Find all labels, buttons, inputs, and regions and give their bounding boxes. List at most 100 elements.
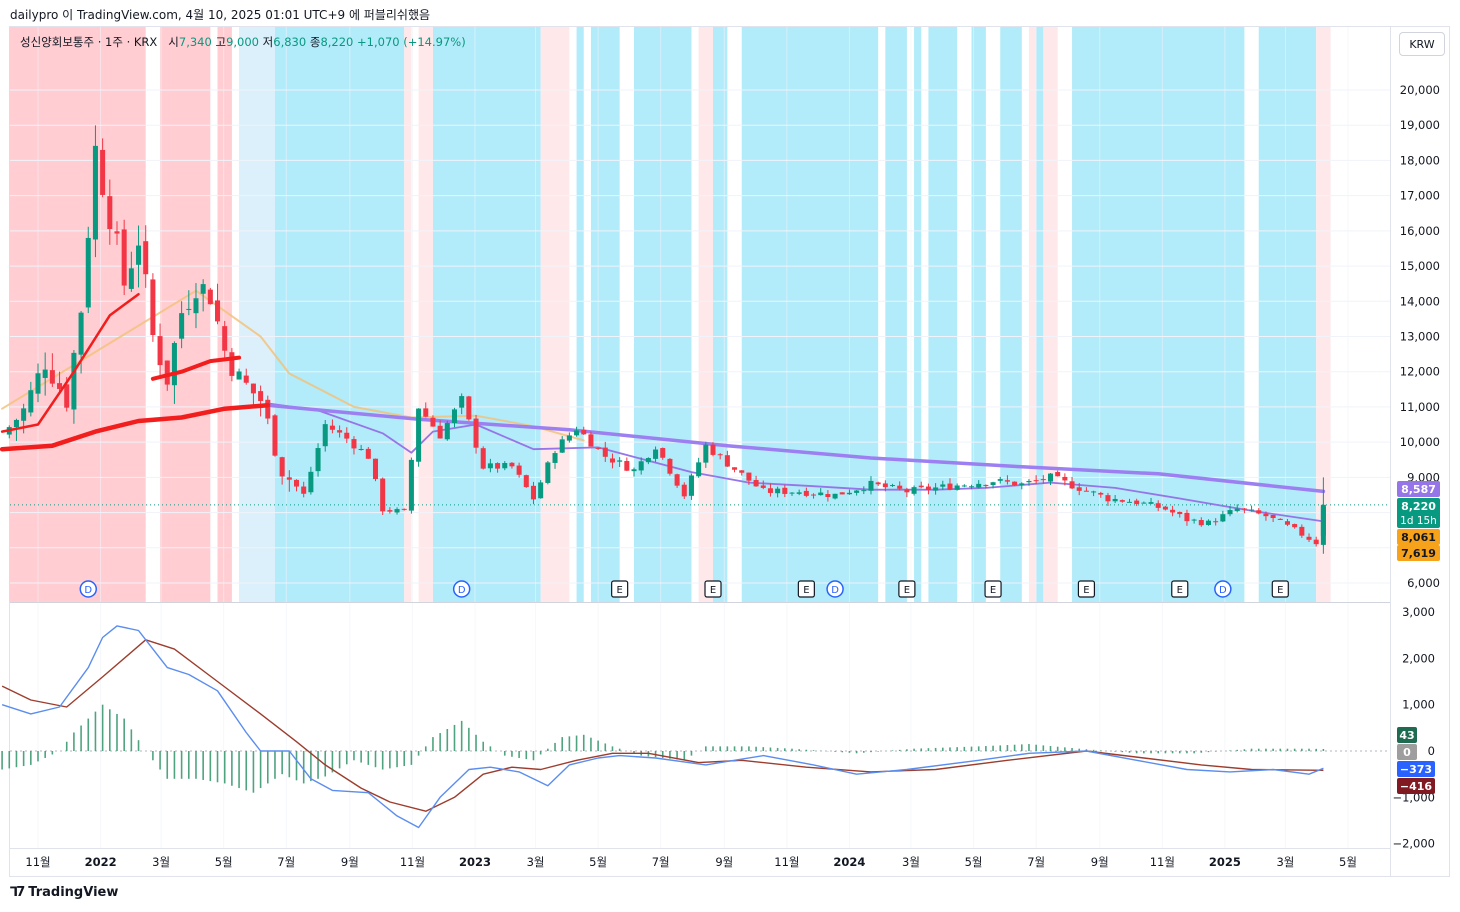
candle-body — [28, 390, 34, 413]
candle-body — [451, 409, 458, 424]
regime-band — [971, 27, 986, 602]
candle-body — [193, 298, 199, 314]
price-axis-tick: 12,000 — [1400, 365, 1440, 379]
macd-axis-tick: 2,000 — [1402, 651, 1435, 665]
candle-body — [732, 467, 738, 470]
candle-body — [660, 448, 666, 458]
candle-body — [1091, 491, 1097, 493]
candle-body — [35, 373, 41, 394]
candle-body — [645, 458, 651, 463]
time-axis-tick: 2024 — [833, 855, 865, 869]
earnings-marker-label: E — [803, 585, 809, 596]
candle-body — [1134, 500, 1140, 504]
candle-body — [969, 486, 975, 488]
candle-body — [1019, 483, 1025, 485]
candle-body — [803, 490, 809, 496]
candle-body — [1112, 498, 1118, 502]
time-axis-tick: 3월 — [1276, 855, 1294, 869]
candle-body — [1148, 502, 1154, 504]
time-axis-tick: 11월 — [25, 855, 50, 869]
candle-body — [724, 455, 730, 467]
regime-band — [1028, 27, 1037, 602]
candle-body — [875, 482, 881, 485]
candle-body — [1220, 514, 1226, 522]
candle-body — [1234, 508, 1240, 511]
candle-body — [789, 492, 795, 494]
candle-body — [1105, 495, 1111, 502]
candle-body — [1263, 513, 1269, 517]
dividend-marker — [452, 580, 471, 598]
candle-body — [236, 371, 242, 380]
regime-band — [418, 27, 433, 602]
currency-button[interactable]: KRW — [1399, 32, 1445, 56]
macd-label-text: 43 — [1399, 729, 1414, 742]
candle-body — [839, 492, 845, 495]
candle-body — [717, 454, 723, 456]
price-label-text: 8,061 — [1401, 531, 1436, 544]
price-label-text: 7,619 — [1401, 547, 1436, 560]
candle-body — [638, 461, 644, 471]
regime-band — [698, 27, 714, 602]
moving-average-line — [266, 403, 1326, 494]
candle-body — [272, 415, 278, 456]
candle-body — [408, 459, 414, 511]
candle-body — [351, 439, 357, 449]
candle-body — [882, 483, 888, 488]
candle-body — [1062, 476, 1068, 481]
price-label-box — [1397, 498, 1440, 528]
dividend-marker — [826, 580, 844, 598]
candle-body — [523, 475, 529, 488]
candle-body — [509, 462, 515, 467]
candle-body-last — [1320, 504, 1326, 536]
moving-average-line — [150, 355, 242, 381]
moving-averages-front — [0, 292, 271, 452]
candle-body — [114, 231, 120, 234]
candle-body — [329, 425, 335, 430]
candle-body — [1205, 520, 1211, 526]
candle-body — [552, 453, 558, 463]
candle-body — [1170, 509, 1176, 513]
regime-band — [1316, 27, 1331, 602]
candle-body — [495, 463, 501, 469]
candle-body — [574, 430, 580, 436]
regime-band — [1036, 27, 1044, 602]
time-axis-tick: 7월 — [1027, 855, 1045, 869]
regime-band — [540, 27, 570, 602]
macd-label-text: −373 — [1400, 763, 1432, 776]
candle-body — [940, 484, 946, 487]
macd-label-box — [1397, 744, 1417, 760]
price-axis-tick: 17,000 — [1400, 189, 1440, 203]
candle-body — [49, 370, 55, 384]
candle-body — [372, 458, 379, 480]
macd-label-box — [1397, 778, 1435, 794]
candle-body — [308, 471, 314, 493]
time-axis-tick: 5월 — [1339, 855, 1357, 869]
price-axis-tick: 11,000 — [1400, 400, 1440, 414]
candle-body — [286, 477, 292, 480]
candle-body — [674, 474, 680, 486]
candle-body — [983, 484, 989, 486]
macd-label-box — [1397, 761, 1435, 777]
earnings-marker-label: E — [710, 585, 716, 596]
regime-band — [590, 27, 620, 602]
candle-body — [136, 245, 142, 265]
time-axis-tick: 2023 — [459, 855, 491, 869]
candle-body — [394, 509, 400, 513]
candle-body — [609, 458, 615, 463]
candle-body — [1076, 487, 1082, 491]
candle-body — [516, 465, 522, 475]
regime-band — [1000, 27, 1022, 602]
change-value: +1,070 (+14.97%) — [357, 35, 466, 49]
moving-average-line — [0, 292, 140, 433]
candle-body — [200, 284, 206, 294]
candle-body — [85, 237, 91, 308]
candle-body — [121, 229, 127, 286]
regime-band — [1043, 27, 1058, 602]
candle-body — [143, 241, 149, 275]
candle-body — [1162, 506, 1168, 510]
candle-body — [933, 487, 939, 491]
candle-body — [911, 487, 917, 494]
candle-body — [107, 196, 113, 230]
low-label: 저 — [262, 35, 274, 49]
